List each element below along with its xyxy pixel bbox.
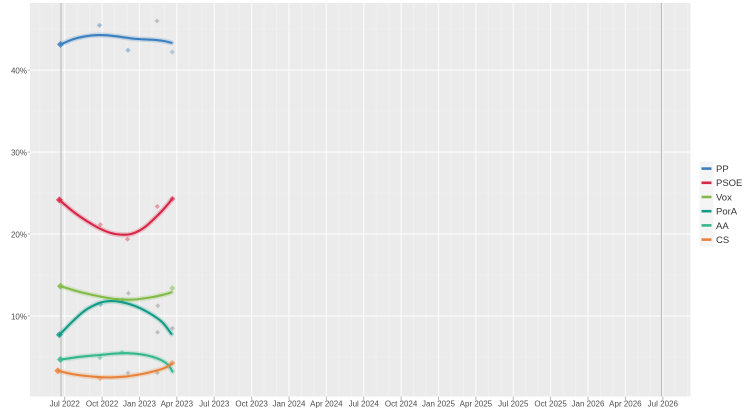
svg-text:Apr 2025: Apr 2025: [460, 400, 493, 409]
svg-text:CS: CS: [716, 235, 729, 246]
svg-text:Jul 2022: Jul 2022: [50, 400, 81, 409]
svg-text:Jan 2026: Jan 2026: [572, 400, 605, 409]
svg-text:Oct 2025: Oct 2025: [534, 400, 567, 409]
svg-text:20%: 20%: [11, 230, 27, 239]
svg-text:Vox: Vox: [716, 192, 732, 203]
svg-text:Jul 2025: Jul 2025: [498, 400, 529, 409]
svg-text:Oct 2022: Oct 2022: [86, 400, 119, 409]
svg-text:Jan 2024: Jan 2024: [273, 400, 306, 409]
svg-text:Apr 2026: Apr 2026: [609, 400, 642, 409]
svg-text:Apr 2023: Apr 2023: [161, 400, 194, 409]
svg-text:10%: 10%: [11, 312, 27, 321]
svg-text:Jul 2026: Jul 2026: [648, 400, 679, 409]
svg-text:AA: AA: [716, 221, 729, 232]
svg-text:Jan 2025: Jan 2025: [422, 400, 455, 409]
svg-text:40%: 40%: [11, 66, 27, 75]
svg-text:30%: 30%: [11, 148, 27, 157]
svg-text:Oct 2023: Oct 2023: [235, 400, 268, 409]
svg-text:Jul 2024: Jul 2024: [349, 400, 380, 409]
svg-text:Jul 2023: Jul 2023: [199, 400, 230, 409]
svg-text:Apr 2024: Apr 2024: [310, 400, 343, 409]
svg-text:PorA: PorA: [716, 207, 738, 218]
svg-text:Jan 2023: Jan 2023: [123, 400, 156, 409]
svg-text:PP: PP: [716, 164, 729, 175]
svg-text:PSOE: PSOE: [716, 178, 742, 189]
svg-text:Oct 2024: Oct 2024: [385, 400, 418, 409]
